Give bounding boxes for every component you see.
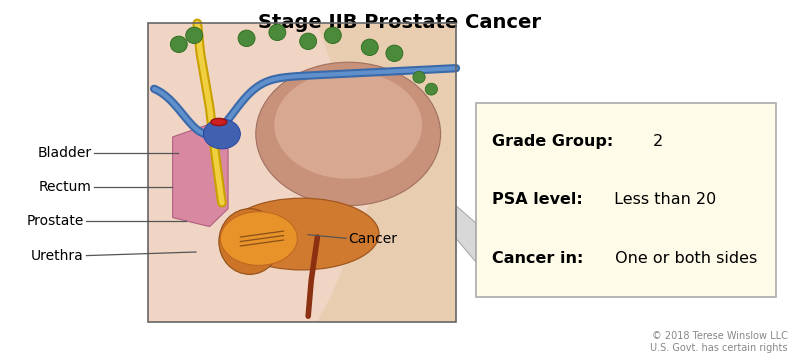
Ellipse shape	[386, 45, 403, 62]
Text: Prostate: Prostate	[26, 215, 84, 228]
Ellipse shape	[300, 33, 317, 50]
Text: 2: 2	[649, 134, 664, 149]
Ellipse shape	[203, 119, 240, 149]
Polygon shape	[456, 206, 476, 262]
FancyBboxPatch shape	[148, 23, 456, 322]
Ellipse shape	[413, 71, 426, 83]
Text: Stage IIB Prostate Cancer: Stage IIB Prostate Cancer	[258, 13, 542, 32]
Ellipse shape	[170, 36, 187, 53]
Text: PSA level:: PSA level:	[492, 192, 582, 207]
Ellipse shape	[225, 198, 379, 270]
Polygon shape	[318, 23, 456, 322]
Ellipse shape	[219, 209, 281, 274]
Ellipse shape	[220, 212, 298, 265]
Ellipse shape	[256, 62, 441, 206]
Text: Bladder: Bladder	[38, 146, 92, 160]
Text: Less than 20: Less than 20	[609, 192, 716, 207]
Text: Cancer: Cancer	[348, 233, 397, 246]
Ellipse shape	[324, 27, 342, 44]
Ellipse shape	[362, 39, 378, 55]
Ellipse shape	[274, 71, 422, 179]
Text: Grade Group:: Grade Group:	[492, 134, 614, 149]
Text: Rectum: Rectum	[39, 180, 92, 194]
FancyBboxPatch shape	[476, 103, 776, 297]
Text: Urethra: Urethra	[31, 249, 84, 262]
Polygon shape	[173, 122, 228, 226]
Text: One or both sides: One or both sides	[610, 251, 757, 266]
Ellipse shape	[186, 27, 202, 44]
Circle shape	[211, 118, 227, 126]
Ellipse shape	[269, 24, 286, 41]
Ellipse shape	[426, 83, 438, 95]
Ellipse shape	[238, 30, 255, 46]
Text: © 2018 Terese Winslow LLC
U.S. Govt. has certain rights: © 2018 Terese Winslow LLC U.S. Govt. has…	[650, 331, 788, 353]
Polygon shape	[302, 203, 339, 233]
Text: Cancer in:: Cancer in:	[492, 251, 583, 266]
